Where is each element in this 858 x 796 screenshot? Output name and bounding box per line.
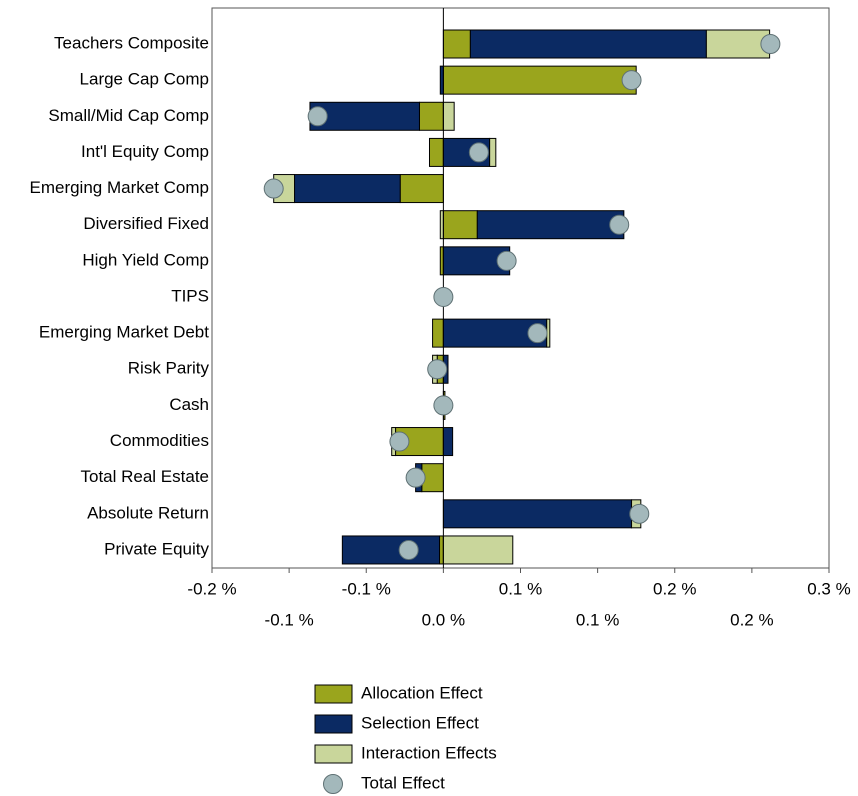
bar-segment: [399, 174, 444, 204]
y-tick-label: Large Cap Comp: [80, 70, 209, 89]
total-marker: [307, 106, 328, 127]
bar-segment: [476, 210, 625, 240]
bar-segment: [442, 101, 455, 131]
bar-segment: [442, 427, 454, 457]
total-marker: [405, 467, 426, 488]
y-tick-label: Emerging Market Debt: [39, 323, 209, 342]
bar-segment: [442, 499, 633, 529]
bar-segment: [442, 65, 637, 95]
legend-label: Interaction Effects: [361, 743, 497, 762]
x-tick-label: 0.2 %: [653, 579, 696, 598]
x-tick-label: -0.1 %: [265, 610, 314, 629]
y-tick-label: Teachers Composite: [54, 33, 209, 52]
total-marker: [496, 250, 517, 271]
total-marker: [468, 142, 489, 163]
bar-segment: [428, 137, 444, 167]
y-tick-label: Risk Parity: [128, 359, 210, 378]
legend-marker: [323, 774, 343, 794]
x-tick-label: 0.1 %: [499, 579, 542, 598]
bar-segment: [439, 535, 444, 565]
y-tick-label: Private Equity: [104, 539, 209, 558]
legend-swatch: [314, 714, 353, 734]
total-marker: [389, 431, 410, 452]
y-tick-label: Total Real Estate: [80, 467, 209, 486]
total-marker: [629, 503, 650, 524]
total-marker: [263, 178, 284, 199]
bar-segment: [705, 29, 771, 59]
legend-label: Total Effect: [361, 773, 445, 792]
bar-segment: [341, 535, 441, 565]
total-marker: [760, 34, 781, 54]
y-tick-label: High Yield Comp: [82, 250, 209, 269]
legend-label: Selection Effect: [361, 713, 479, 732]
total-marker: [433, 286, 454, 307]
total-marker: [433, 395, 454, 416]
bar-segment: [418, 101, 444, 131]
y-tick-label: Absolute Return: [87, 503, 209, 522]
y-tick-label: Emerging Market Comp: [29, 178, 209, 197]
total-marker: [427, 359, 448, 380]
y-tick-label: Small/Mid Cap Comp: [48, 106, 209, 125]
x-tick-label: 0.1 %: [576, 610, 619, 629]
y-tick-label: Diversified Fixed: [83, 214, 209, 233]
bar-segment: [489, 137, 497, 167]
bar-segment: [469, 29, 707, 59]
bar-segment: [432, 318, 444, 348]
x-tick-label: 0.0 %: [422, 610, 465, 629]
total-marker: [621, 70, 642, 91]
total-marker: [398, 539, 419, 560]
bar-segment: [309, 101, 420, 131]
y-tick-label: Commodities: [110, 431, 209, 450]
y-tick-label: TIPS: [171, 286, 209, 305]
legend-swatch: [314, 684, 353, 704]
legend-swatch: [314, 744, 353, 764]
bar-segment: [294, 174, 401, 204]
x-tick-label: 0.2 %: [730, 610, 773, 629]
total-marker: [609, 214, 630, 235]
x-tick-label: -0.1 %: [342, 579, 391, 598]
bar-segment: [442, 210, 478, 240]
legend-label: Allocation Effect: [361, 683, 483, 702]
x-tick-label: -0.2 %: [187, 579, 236, 598]
y-tick-label: Int'l Equity Comp: [81, 142, 209, 161]
bar-segment: [442, 29, 471, 59]
total-marker: [527, 323, 548, 344]
y-tick-label: Cash: [169, 395, 209, 414]
bar-segment: [442, 535, 514, 565]
x-tick-label: 0.3 %: [807, 579, 850, 598]
